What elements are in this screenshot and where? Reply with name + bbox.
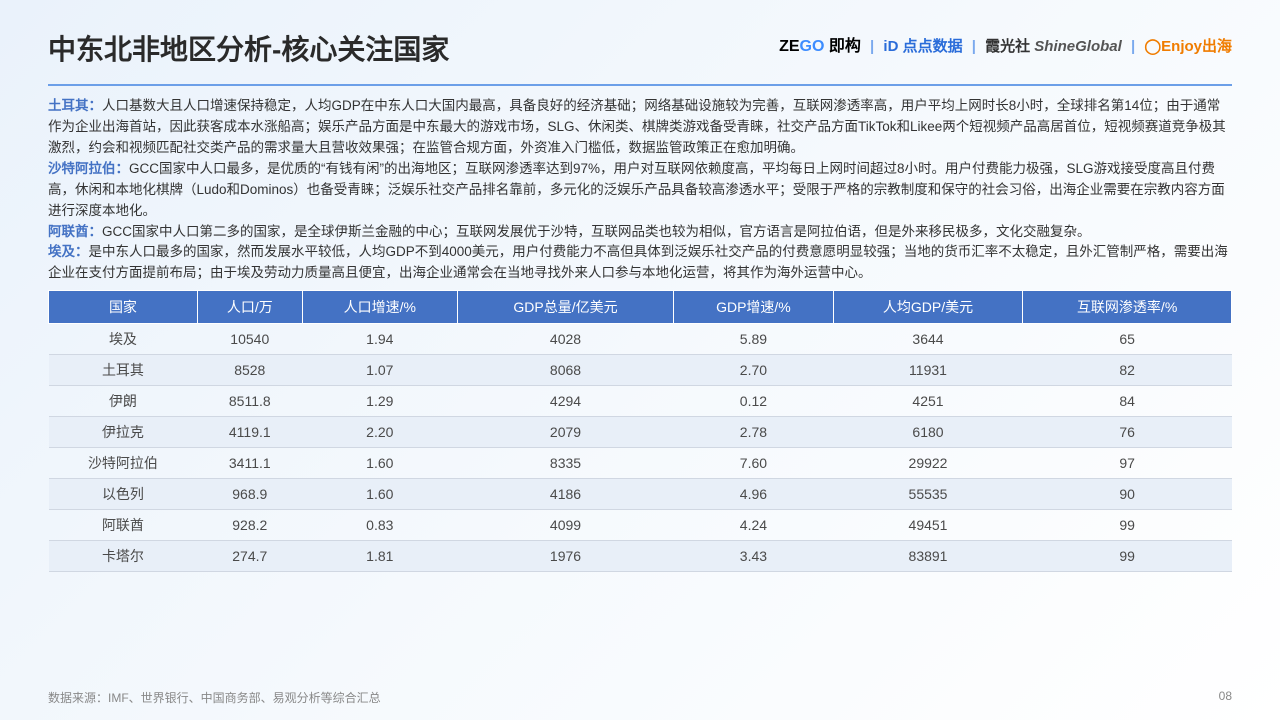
table-row: 沙特阿拉伯3411.11.6083357.602992297: [49, 448, 1232, 479]
table-cell: 274.7: [197, 541, 302, 572]
table-cell: 11931: [833, 355, 1022, 386]
table-cell: 1.81: [302, 541, 457, 572]
table-cell: 3.43: [674, 541, 834, 572]
table-row: 以色列968.91.6041864.965553590: [49, 479, 1232, 510]
table-cell: 55535: [833, 479, 1022, 510]
table-cell: 3411.1: [197, 448, 302, 479]
table-row: 卡塔尔274.71.8119763.438389199: [49, 541, 1232, 572]
table-header-cell: 互联网渗透率/%: [1023, 291, 1232, 324]
country-label: 沙特阿拉伯：: [48, 161, 129, 176]
table-header-cell: 人口增速/%: [302, 291, 457, 324]
table-header-cell: GDP总量/亿美元: [457, 291, 673, 324]
body-paragraphs: 土耳其：人口基数大且人口增速保持稳定，人均GDP在中东人口大国内最高，具备良好的…: [0, 96, 1280, 284]
table-cell: 土耳其: [49, 355, 198, 386]
table-cell: 以色列: [49, 479, 198, 510]
country-description: 人口基数大且人口增速保持稳定，人均GDP在中东人口大国内最高，具备良好的经济基础…: [48, 98, 1226, 155]
sponsor-logos: ZEGO 即构 | iD 点点数据 | 霞光社 ShineGlobal | ◯E…: [779, 28, 1232, 56]
table-cell: 2.78: [674, 417, 834, 448]
table-cell: 1.29: [302, 386, 457, 417]
table-cell: 阿联酋: [49, 510, 198, 541]
table-cell: 2.20: [302, 417, 457, 448]
table-header-cell: 人均GDP/美元: [833, 291, 1022, 324]
table-cell: 29922: [833, 448, 1022, 479]
data-source: 数据来源：IMF、世界银行、中国商务部、易观分析等综合汇总: [48, 689, 381, 706]
diandian-logo: iD 点点数据: [883, 38, 962, 55]
table-row: 埃及105401.9440285.89364465: [49, 324, 1232, 355]
table-cell: 76: [1023, 417, 1232, 448]
footer: 数据来源：IMF、世界银行、中国商务部、易观分析等综合汇总 08: [48, 689, 1232, 706]
table-cell: 968.9: [197, 479, 302, 510]
table-cell: 49451: [833, 510, 1022, 541]
table-cell: 0.83: [302, 510, 457, 541]
table-cell: 卡塔尔: [49, 541, 198, 572]
table-cell: 沙特阿拉伯: [49, 448, 198, 479]
table-cell: 埃及: [49, 324, 198, 355]
table-cell: 99: [1023, 510, 1232, 541]
page-number: 08: [1219, 689, 1232, 706]
table-header-cell: GDP增速/%: [674, 291, 834, 324]
table-body: 埃及105401.9440285.89364465土耳其85281.078068…: [49, 324, 1232, 572]
table-cell: 6180: [833, 417, 1022, 448]
table-cell: 2079: [457, 417, 673, 448]
table-cell: 伊拉克: [49, 417, 198, 448]
table-cell: 1976: [457, 541, 673, 572]
table-cell: 0.12: [674, 386, 834, 417]
table-cell: 1.07: [302, 355, 457, 386]
table-cell: 4119.1: [197, 417, 302, 448]
table-cell: 4028: [457, 324, 673, 355]
table-header-cell: 人口/万: [197, 291, 302, 324]
table-cell: 1.94: [302, 324, 457, 355]
title-divider: [48, 84, 1232, 86]
table-row: 阿联酋928.20.8340994.244945199: [49, 510, 1232, 541]
country-label: 埃及：: [48, 244, 89, 259]
data-table-wrap: 国家人口/万人口增速/%GDP总量/亿美元GDP增速/%人均GDP/美元互联网渗…: [0, 284, 1280, 572]
table-cell: 3644: [833, 324, 1022, 355]
table-cell: 8511.8: [197, 386, 302, 417]
table-cell: 4251: [833, 386, 1022, 417]
table-cell: 83891: [833, 541, 1022, 572]
table-cell: 4.96: [674, 479, 834, 510]
page-title: 中东北非地区分析-核心关注国家: [48, 28, 449, 68]
country-description: GCC国家中人口第二多的国家，是全球伊斯兰金融的中心；互联网发展优于沙特，互联网…: [102, 224, 1091, 239]
table-cell: 4.24: [674, 510, 834, 541]
table-cell: 1.60: [302, 448, 457, 479]
table-header-row: 国家人口/万人口增速/%GDP总量/亿美元GDP增速/%人均GDP/美元互联网渗…: [49, 291, 1232, 324]
table-cell: 8335: [457, 448, 673, 479]
table-cell: 2.70: [674, 355, 834, 386]
table-row: 土耳其85281.0780682.701193182: [49, 355, 1232, 386]
table-cell: 5.89: [674, 324, 834, 355]
table-header-cell: 国家: [49, 291, 198, 324]
table-cell: 97: [1023, 448, 1232, 479]
table-cell: 99: [1023, 541, 1232, 572]
table-cell: 65: [1023, 324, 1232, 355]
country-data-table: 国家人口/万人口增速/%GDP总量/亿美元GDP增速/%人均GDP/美元互联网渗…: [48, 290, 1232, 572]
table-cell: 10540: [197, 324, 302, 355]
country-description: GCC国家中人口最多，是优质的“有钱有闲”的出海地区；互联网渗透率达到97%，用…: [48, 161, 1225, 218]
table-row: 伊拉克4119.12.2020792.78618076: [49, 417, 1232, 448]
table-cell: 4099: [457, 510, 673, 541]
table-cell: 928.2: [197, 510, 302, 541]
xiaguang-logo: 霞光社 ShineGlobal: [985, 38, 1122, 55]
enjoy-logo: ◯Enjoy出海: [1144, 38, 1232, 55]
table-cell: 1.60: [302, 479, 457, 510]
table-cell: 4294: [457, 386, 673, 417]
country-description: 是中东人口最多的国家，然而发展水平较低，人均GDP不到4000美元，用户付费能力…: [48, 244, 1228, 280]
table-cell: 82: [1023, 355, 1232, 386]
table-cell: 4186: [457, 479, 673, 510]
country-label: 阿联酋：: [48, 224, 102, 239]
zego-logo: ZEGO 即构: [779, 38, 861, 55]
country-label: 土耳其：: [48, 98, 102, 113]
table-cell: 8068: [457, 355, 673, 386]
table-row: 伊朗8511.81.2942940.12425184: [49, 386, 1232, 417]
table-cell: 84: [1023, 386, 1232, 417]
table-cell: 7.60: [674, 448, 834, 479]
table-cell: 90: [1023, 479, 1232, 510]
table-cell: 伊朗: [49, 386, 198, 417]
table-cell: 8528: [197, 355, 302, 386]
